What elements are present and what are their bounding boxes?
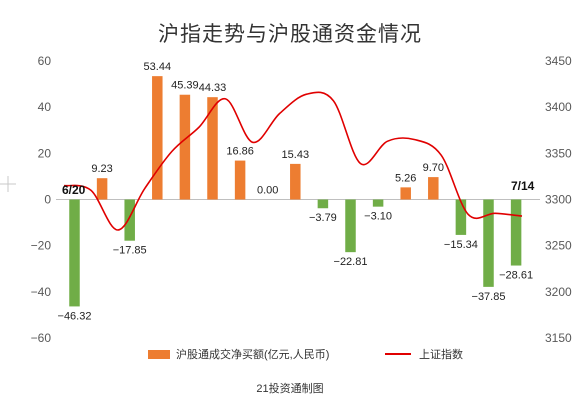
- legend-item-line[interactable]: 上证指数: [385, 346, 463, 362]
- bar-value-label: −28.61: [499, 270, 533, 282]
- right-axis-tick-label: 3450: [545, 54, 572, 68]
- bar-value-label: −3.79: [309, 212, 337, 224]
- legend-item-bars[interactable]: 沪股通成交净买额(亿元,人民币): [148, 346, 329, 362]
- legend-swatch-line: [385, 353, 411, 355]
- legend-swatch-bar: [148, 349, 170, 359]
- bar-value-label: 15.43: [282, 149, 310, 161]
- right-axis-tick-label: 3350: [545, 146, 572, 160]
- bar-value-label: −22.81: [334, 256, 368, 268]
- source-note: 21投资通制图: [256, 383, 324, 395]
- bar: [234, 160, 246, 200]
- bar: [317, 199, 329, 209]
- bar-value-label: 9.70: [423, 162, 444, 174]
- left-axis-tick-label: −20: [31, 239, 52, 253]
- left-axis-tick-label: −60: [31, 331, 52, 345]
- legend-label-line: 上证指数: [419, 349, 463, 361]
- bar-value-label: 0.00: [257, 185, 278, 197]
- legend-label-bars: 沪股通成交净买额(亿元,人民币): [176, 349, 330, 361]
- right-axis-tick-label: 3300: [545, 193, 572, 207]
- bar: [510, 199, 522, 266]
- bar-value-label: 53.44: [144, 61, 172, 73]
- bar: [400, 187, 411, 200]
- bar: [207, 97, 218, 200]
- bar-value-label: 44.33: [199, 82, 227, 94]
- bar: [152, 76, 163, 200]
- start-date-label: 6/20: [62, 183, 86, 197]
- left-axis-tick-label: 60: [38, 54, 52, 68]
- index-line: [63, 91, 523, 231]
- bar-value-label: 16.86: [226, 146, 254, 158]
- bar: [69, 199, 80, 307]
- bar-value-label: 9.23: [91, 163, 112, 175]
- bar: [124, 199, 135, 241]
- right-axis-tick-label: 3250: [545, 239, 572, 253]
- bar-value-label: 45.39: [171, 80, 199, 92]
- bar-value-label: −3.10: [364, 211, 392, 223]
- bar-value-label: −37.85: [472, 291, 506, 303]
- bar: [428, 177, 439, 200]
- bar: [372, 199, 384, 207]
- bar-value-label: −17.85: [113, 245, 147, 257]
- right-axis-tick-label: 3150: [545, 331, 572, 345]
- right-axis-tick-label: 3400: [545, 100, 572, 114]
- right-axis-tick-label: 3200: [545, 285, 572, 299]
- bar-value-label: 5.26: [395, 172, 416, 184]
- chart-title: 沪指走势与沪股通资金情况: [158, 23, 422, 46]
- left-axis-tick-label: 0: [44, 193, 51, 207]
- bar: [96, 178, 108, 200]
- bar: [290, 163, 301, 200]
- bar-value-label: −46.32: [58, 310, 92, 322]
- left-axis-tick-label: −40: [31, 285, 52, 299]
- bar: [483, 199, 494, 287]
- bar: [345, 199, 356, 253]
- collapse-handle-icon[interactable]: [0, 176, 16, 192]
- bar: [179, 94, 191, 200]
- end-date-label: 7/14: [511, 179, 535, 193]
- bar-value-label: −15.34: [444, 239, 478, 251]
- plus-icon: [0, 176, 16, 192]
- bar: [455, 199, 467, 235]
- left-axis-tick-label: 40: [38, 100, 52, 114]
- left-axis-tick-label: 20: [38, 146, 52, 160]
